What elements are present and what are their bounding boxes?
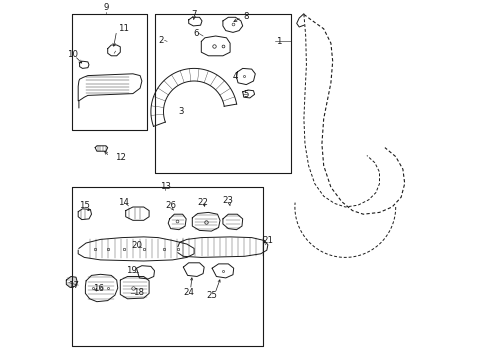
Text: 5: 5 xyxy=(243,90,248,99)
Text: 26: 26 xyxy=(165,202,176,210)
Text: 7: 7 xyxy=(191,10,197,19)
Text: 9: 9 xyxy=(103,4,108,13)
Text: 25: 25 xyxy=(206,292,217,300)
Text: 6: 6 xyxy=(193,29,198,38)
Text: 24: 24 xyxy=(183,288,194,297)
Text: 8: 8 xyxy=(243,12,248,21)
Text: 13: 13 xyxy=(160,182,170,191)
Text: 1: 1 xyxy=(275,37,281,46)
Text: 23: 23 xyxy=(223,197,233,206)
Text: 3: 3 xyxy=(179,107,184,116)
Text: 15: 15 xyxy=(79,202,90,210)
Text: 21: 21 xyxy=(262,236,273,245)
Text: 22: 22 xyxy=(197,198,208,207)
Text: 11: 11 xyxy=(118,24,128,33)
Text: 18: 18 xyxy=(133,288,143,297)
Text: 12: 12 xyxy=(115,153,125,162)
Text: 20: 20 xyxy=(131,241,142,250)
Text: 19: 19 xyxy=(125,266,136,275)
Text: 10: 10 xyxy=(67,50,78,59)
Text: 14: 14 xyxy=(118,198,129,207)
Text: 4: 4 xyxy=(232,72,238,81)
Text: 17: 17 xyxy=(68,281,79,289)
Text: 2: 2 xyxy=(158,36,163,45)
Text: 16: 16 xyxy=(93,284,104,293)
